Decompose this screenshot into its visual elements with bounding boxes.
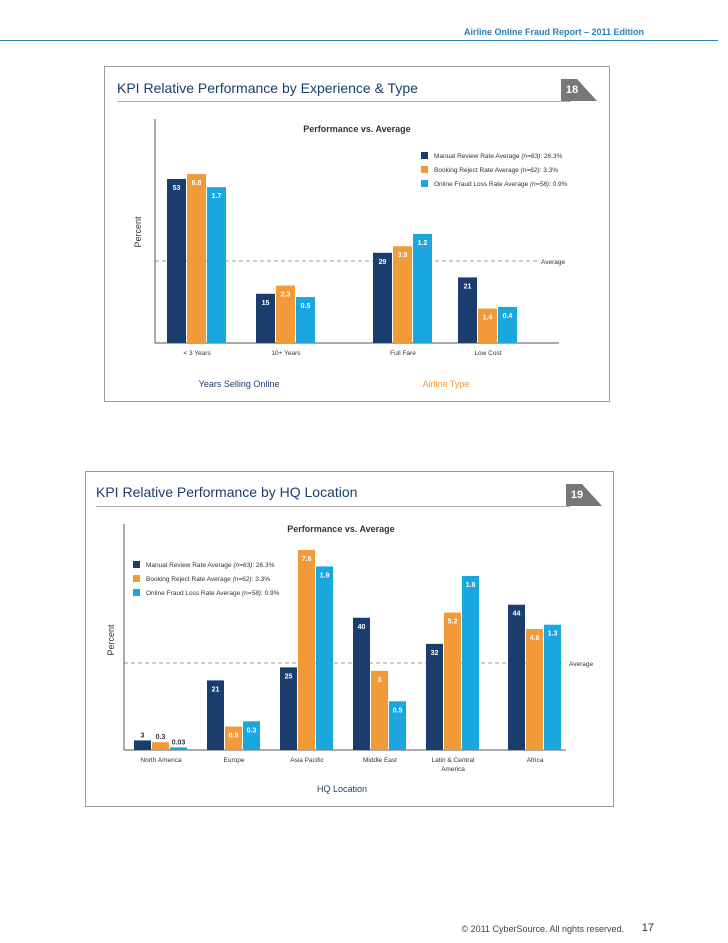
bar-booking-reject	[393, 246, 412, 343]
data-label-booking-reject: 3.9	[398, 252, 408, 259]
average-label: Average	[541, 259, 565, 266]
data-label-booking-reject: 0.3	[156, 734, 166, 741]
bar-chart-experience-type: Performance vs. Average Percent Average Man…	[105, 67, 609, 401]
chart-subtitle: Performance vs. Average	[287, 524, 394, 534]
legend-swatch-fraud-loss	[421, 180, 428, 187]
data-label-manual-review: 40	[358, 624, 366, 631]
data-label-booking-reject: 2.3	[281, 292, 291, 299]
data-label-fraud-loss: 0.5	[393, 707, 403, 714]
bar-manual-review	[134, 740, 151, 750]
data-label-manual-review: 21	[464, 283, 472, 290]
data-label-manual-review: 25	[285, 673, 293, 680]
legend-swatch-fraud-loss	[133, 589, 140, 596]
report-title: Airline Online Fraud Report – 2011 Editi…	[464, 27, 644, 37]
data-label-fraud-loss: 1.3	[548, 631, 558, 638]
legend-entry-fraud-loss: Online Fraud Loss Rate Average (n=58): 0…	[434, 181, 568, 188]
x-tick-label: Latin & Central	[432, 757, 476, 764]
bar-fraud-loss	[462, 576, 479, 750]
bar-manual-review	[508, 605, 525, 750]
chart-panel-experience-type: KPI Relative Performance by Experience &…	[104, 66, 610, 402]
copyright-footer: © 2011 CyberSource. All rights reserved.	[461, 924, 624, 934]
x-tick-label: Middle East	[363, 757, 397, 764]
data-label-booking-reject: 4.6	[530, 635, 540, 642]
x-tick-label: Asia Pacific	[290, 757, 324, 764]
chart-panel-hq-location: KPI Relative Performance by HQ Location …	[85, 471, 614, 807]
legend-entry-manual-review: Manual Review Rate Average (n=63): 26.3%	[434, 153, 563, 160]
bar-booking-reject	[526, 629, 543, 750]
data-label-manual-review: 29	[379, 259, 387, 266]
bar-manual-review	[167, 179, 186, 343]
group-label-years-selling-online: Years Selling Online	[199, 379, 280, 389]
data-label-fraud-loss: 0.5	[301, 303, 311, 310]
data-label-manual-review: 21	[212, 686, 220, 693]
group-label-airline-type: Airline Type	[423, 379, 470, 389]
legend-swatch-manual-review	[133, 561, 140, 568]
x-tick-label: America	[441, 766, 465, 773]
data-label-booking-reject: 1.4	[483, 315, 493, 322]
data-label-manual-review: 3	[141, 732, 145, 739]
bar-booking-reject	[152, 742, 169, 750]
bar-manual-review	[353, 618, 370, 750]
bar-fraud-loss	[243, 721, 260, 750]
bar-booking-reject	[298, 550, 315, 750]
header-rule	[0, 40, 718, 41]
x-tick-label: Low Cost	[474, 350, 501, 357]
legend-entry-booking-reject: Booking Reject Rate Average (n=62): 3.3%	[434, 167, 558, 174]
data-label-manual-review: 53	[173, 185, 181, 192]
bar-manual-review	[426, 644, 443, 750]
data-label-fraud-loss: 1.9	[320, 572, 330, 579]
x-axis-label: HQ Location	[317, 784, 367, 794]
bar-fraud-loss	[316, 566, 333, 750]
x-tick-label: Europe	[224, 757, 245, 764]
data-label-fraud-loss: 1.2	[418, 240, 428, 247]
bar-fraud-loss	[544, 625, 561, 750]
data-label-fraud-loss: 0.03	[172, 739, 186, 746]
data-label-manual-review: 32	[431, 650, 439, 657]
x-tick-label: Africa	[527, 757, 544, 764]
bar-booking-reject	[187, 174, 206, 343]
y-axis-label: Percent	[106, 624, 116, 656]
legend-entry-booking-reject: Booking Reject Rate Average (n=62): 3.3%	[146, 576, 270, 583]
chart-subtitle: Performance vs. Average	[303, 124, 410, 134]
bar-booking-reject	[444, 613, 461, 750]
data-label-booking-reject: 0.9	[229, 733, 239, 740]
x-tick-label: < 3 Years	[183, 350, 211, 357]
x-tick-label: North America	[140, 757, 182, 764]
average-label: Average	[569, 661, 593, 668]
data-label-fraud-loss: 1.8	[466, 582, 476, 589]
legend-entry-fraud-loss: Online Fraud Loss Rate Average (n=58): 0…	[146, 590, 280, 597]
legend-swatch-booking-reject	[421, 166, 428, 173]
legend-entry-manual-review: Manual Review Rate Average (n=63): 26.3%	[146, 562, 275, 569]
data-label-fraud-loss: 0.4	[503, 313, 513, 320]
data-label-booking-reject: 6.8	[192, 180, 202, 187]
data-label-booking-reject: 3	[378, 677, 382, 684]
data-label-fraud-loss: 1.7	[212, 193, 222, 200]
x-tick-label: Full Fare	[390, 350, 416, 357]
bar-manual-review	[373, 253, 392, 343]
data-label-fraud-loss: 0.3	[247, 727, 257, 734]
bar-fraud-loss	[413, 234, 432, 343]
bar-chart-hq-location: Performance vs. Average Percent Average Man…	[86, 472, 613, 806]
legend-swatch-booking-reject	[133, 575, 140, 582]
data-label-manual-review: 44	[513, 611, 521, 618]
x-tick-label: 10+ Years	[271, 350, 301, 357]
legend-swatch-manual-review	[421, 152, 428, 159]
data-label-booking-reject: 5.2	[448, 619, 458, 626]
page-number: 17	[642, 922, 654, 934]
bar-fraud-loss	[170, 747, 187, 750]
bar-fraud-loss	[207, 187, 226, 343]
data-label-booking-reject: 7.6	[302, 556, 312, 563]
data-label-manual-review: 15	[262, 300, 270, 307]
y-axis-label: Percent	[133, 216, 143, 248]
